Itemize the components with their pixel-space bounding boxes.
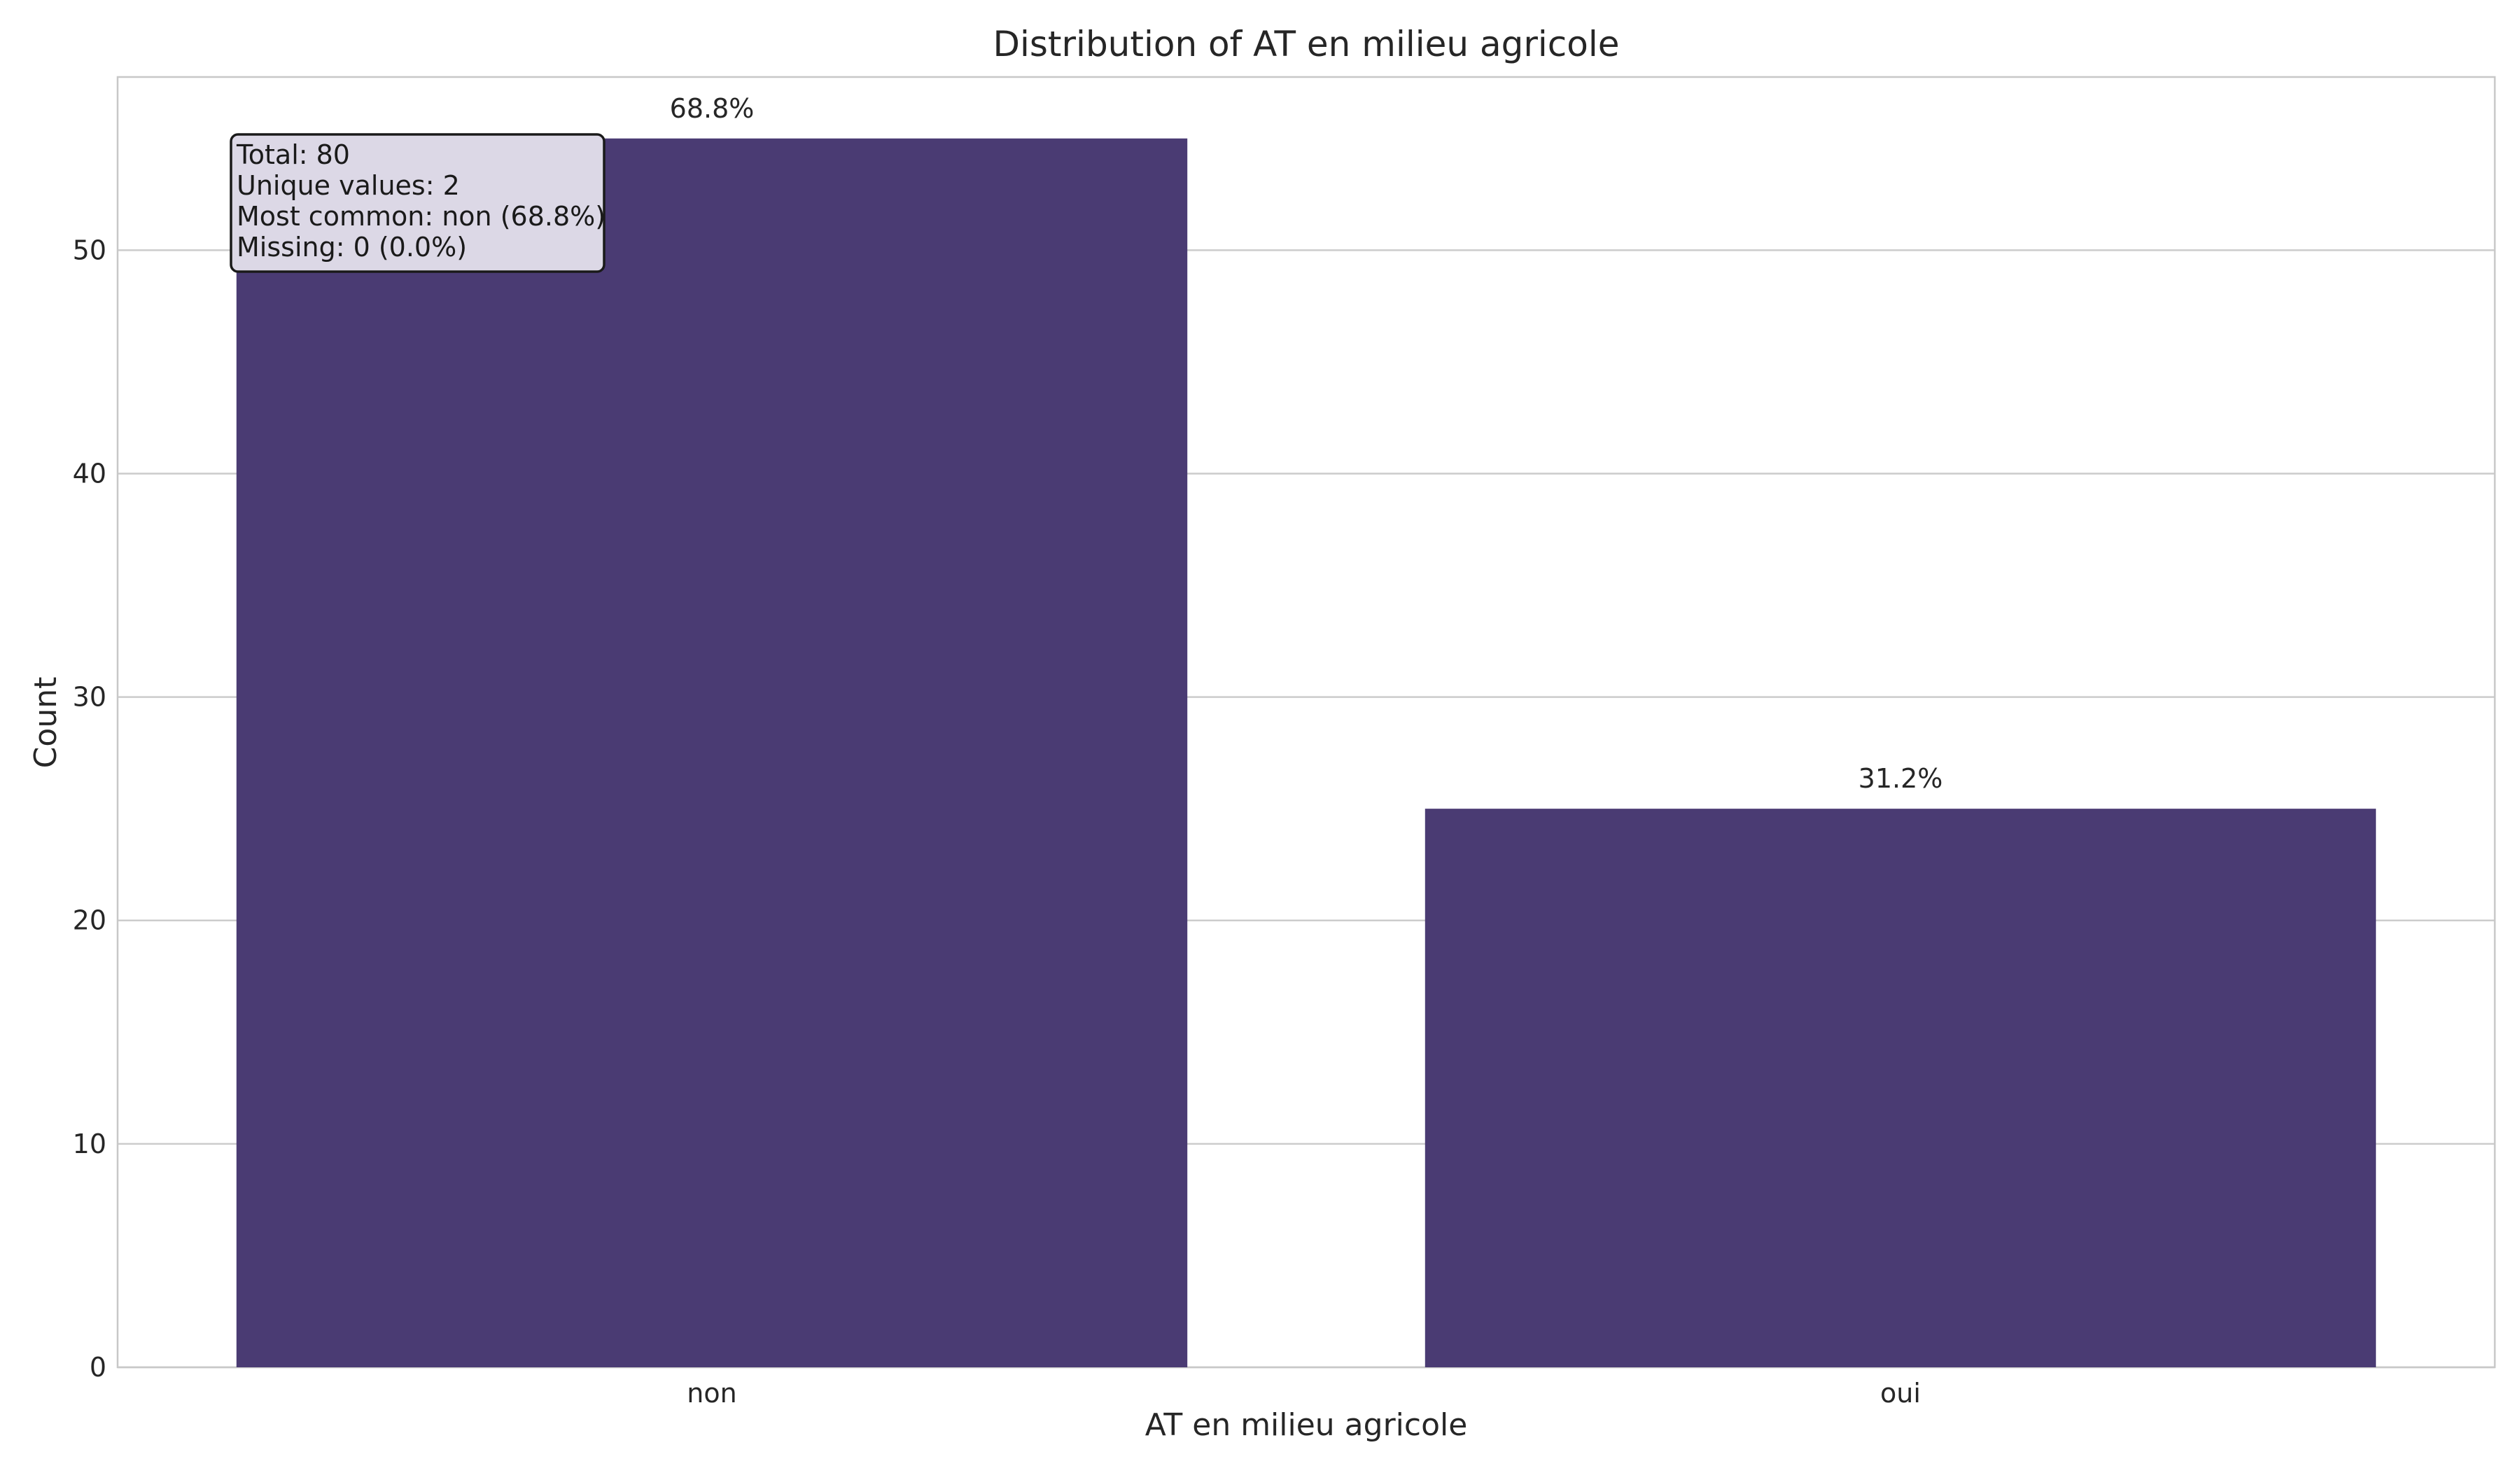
- y-tick-label: 20: [73, 905, 106, 936]
- stats-total: Total: 80: [236, 139, 350, 170]
- y-tick-label: 50: [73, 235, 106, 265]
- x-axis-label: AT en milieu agricole: [1145, 1407, 1468, 1443]
- stats-missing: Missing: 0 (0.0%): [237, 232, 467, 263]
- y-tick-label: 30: [73, 682, 106, 713]
- bar-oui: [1424, 809, 2376, 1367]
- y-axis-ticks: 0 10 20 30 40 50: [73, 235, 106, 1383]
- x-tick-label: oui: [1880, 1378, 1921, 1409]
- stats-most-common: Most common: non (68.8%): [237, 201, 606, 232]
- plot-frame: [116, 76, 2496, 1369]
- summary-stats-box: Total: 80 Unique values: 2 Most common: …: [230, 133, 606, 273]
- y-tick-label: 0: [90, 1352, 106, 1383]
- x-tick-label: non: [687, 1378, 736, 1409]
- y-tick-label: 10: [73, 1129, 106, 1159]
- bars: [236, 138, 2376, 1367]
- y-axis-label: Count: [28, 677, 64, 769]
- bar-value-labels: 68.8% 31.2%: [670, 93, 1943, 794]
- bar-value-label: 68.8%: [670, 93, 755, 124]
- bar-value-label: 31.2%: [1858, 763, 1943, 794]
- bar-non: [236, 138, 1188, 1367]
- chart-title: Distribution of AT en milieu agricole: [993, 24, 1619, 64]
- x-axis-ticks: non oui: [687, 1378, 1921, 1409]
- stats-box-background: [230, 133, 606, 273]
- y-tick-label: 40: [73, 458, 106, 489]
- stats-unique-values: Unique values: 2: [237, 170, 460, 201]
